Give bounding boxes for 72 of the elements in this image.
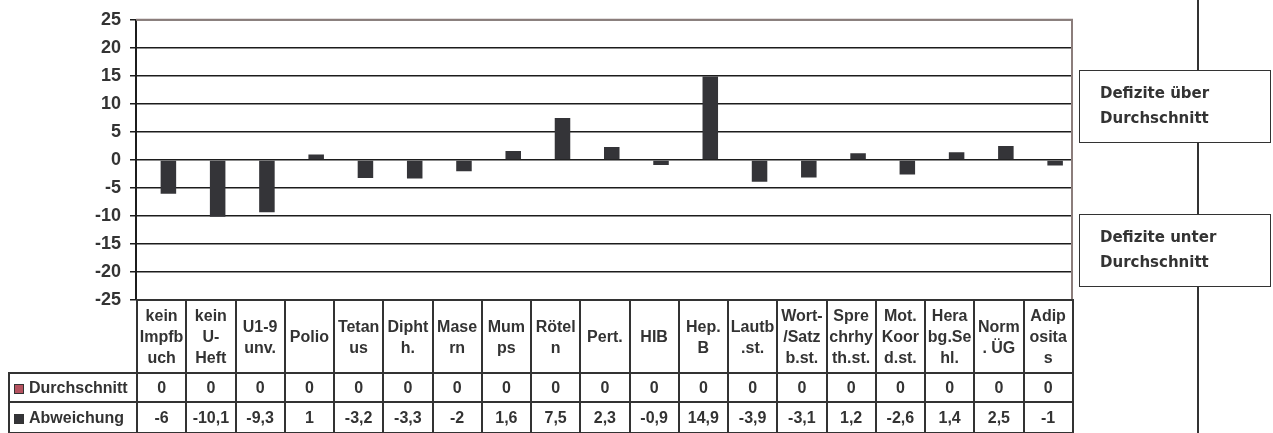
y-tick-label: 15 — [100, 64, 121, 85]
y-tick-label: 5 — [110, 120, 121, 141]
data-label: -2,6 — [875, 402, 925, 433]
text: Defizite über Durchschnitt — [1079, 70, 1271, 143]
data-label: 0 — [531, 373, 581, 403]
data-label: -1 — [1023, 402, 1073, 433]
x-tick-label: Röteln — [531, 300, 581, 374]
data-label: 1 — [284, 402, 334, 433]
data-label: -3,3 — [383, 402, 433, 433]
x-tick-label: U1-9 unv. — [235, 300, 285, 374]
y-tick-label: -15 — [94, 233, 121, 254]
data-label: -6 — [137, 402, 187, 433]
data-label: 0 — [481, 373, 531, 403]
data-label: -3,2 — [334, 402, 384, 433]
x-tick-label: kein Impfbuch — [137, 300, 187, 374]
data-label: 2,3 — [580, 402, 630, 433]
y-tick-label: 25 — [100, 8, 121, 29]
data-label: 0 — [137, 373, 187, 403]
text: Defizite unter Durchschnitt — [1079, 214, 1271, 287]
x-tick-label: Wort-/Satzb.st. — [777, 300, 827, 374]
x-tick-label: Mumps — [481, 300, 531, 374]
x-tick-label: Masern — [432, 300, 482, 374]
data-label: 0 — [777, 373, 827, 403]
legend-label: Abweichung — [29, 408, 125, 426]
data-label: 0 — [235, 373, 285, 403]
data-label: 1,4 — [925, 402, 975, 433]
data-label: -3,1 — [777, 402, 827, 433]
data-label: 0 — [826, 373, 876, 403]
x-tick-label: HIB — [629, 300, 679, 374]
data-label: 0 — [875, 373, 925, 403]
y-tick-label: 20 — [100, 36, 121, 57]
data-label: 0 — [334, 373, 384, 403]
x-tick-label: Lautb.st. — [728, 300, 778, 374]
data-label: -9,3 — [235, 402, 285, 433]
data-label: 14,9 — [678, 402, 728, 433]
data-label: 0 — [383, 373, 433, 403]
data-label: 0 — [186, 373, 236, 403]
y-tick-label: -5 — [104, 177, 121, 198]
x-tick-label: Herabg.Sehl. — [925, 300, 975, 374]
data-label: 0 — [974, 373, 1024, 403]
x-tick-label: Adipositas — [1023, 300, 1073, 374]
data-label: 0 — [284, 373, 334, 403]
data-label: 0 — [580, 373, 630, 403]
x-tick-label: Polio — [284, 300, 334, 374]
y-tick-label: -20 — [94, 261, 121, 282]
data-label: 0 — [432, 373, 482, 403]
x-tick-label: Mot. Koord.st. — [875, 300, 925, 374]
data-label: -10,1 — [186, 402, 236, 433]
data-label: -0,9 — [629, 402, 679, 433]
x-tick-label: Pert. — [580, 300, 630, 374]
data-label: 0 — [1023, 373, 1073, 403]
x-tick-label: Tetanus — [334, 300, 384, 374]
y-tick-label: -10 — [94, 205, 121, 226]
x-tick-label: Norm. ÜG — [974, 300, 1024, 374]
y-tick-label: 10 — [100, 92, 121, 113]
legend-label: Durchschnitt — [29, 378, 128, 396]
x-tick-label: Sprechrhyth.st. — [826, 300, 876, 374]
data-label: 2,5 — [974, 402, 1024, 433]
x-tick-label: Hep. B — [678, 300, 728, 374]
data-label: 0 — [728, 373, 778, 403]
data-label: 0 — [678, 373, 728, 403]
data-label: -2 — [432, 402, 482, 433]
x-tick-label: kein U-Heft — [186, 300, 236, 374]
data-label: 0 — [629, 373, 679, 403]
data-label: 7,5 — [531, 402, 581, 433]
x-tick-label: Diphth. — [383, 300, 433, 374]
y-tick-label: 0 — [110, 148, 121, 169]
data-label: 1,6 — [481, 402, 531, 433]
data-label: 1,2 — [826, 402, 876, 433]
data-label: 0 — [925, 373, 975, 403]
data-label: -3,9 — [728, 402, 778, 433]
y-tick-label: -25 — [94, 289, 121, 310]
